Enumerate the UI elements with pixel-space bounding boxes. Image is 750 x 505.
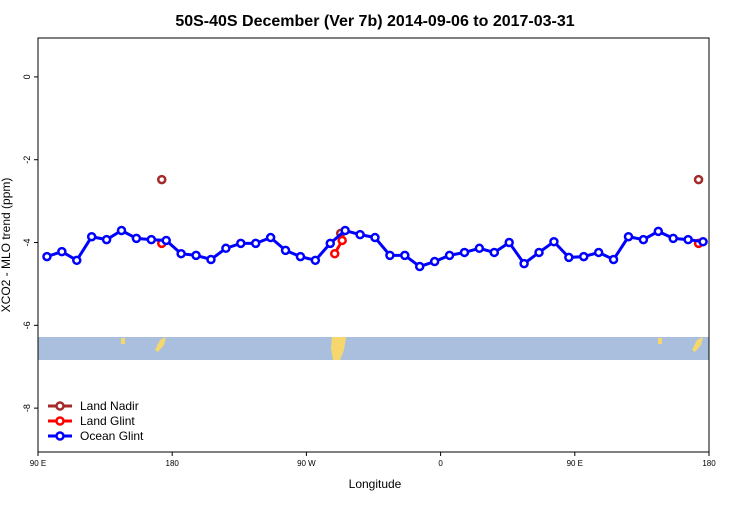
data-point	[489, 247, 500, 258]
data-point	[519, 258, 529, 269]
data-point	[504, 237, 514, 248]
map-strip	[38, 337, 709, 360]
legend-marker	[55, 431, 65, 441]
x-tick-label: 180	[702, 459, 716, 468]
y-tick-label: -6	[22, 321, 32, 329]
data-point	[236, 238, 246, 249]
data-point	[280, 245, 291, 256]
data-point	[623, 231, 634, 242]
y-tick-label: -8	[22, 404, 32, 412]
data-point	[161, 235, 171, 246]
data-point	[337, 235, 347, 246]
data-point	[638, 234, 649, 245]
data-point	[86, 231, 97, 242]
data-point	[157, 174, 167, 185]
data-point	[72, 255, 82, 266]
data-point	[400, 250, 410, 261]
data-point	[578, 251, 589, 262]
data-point	[668, 233, 678, 244]
data-point	[206, 254, 216, 265]
data-point	[593, 247, 604, 258]
data-point	[101, 234, 112, 245]
data-point	[370, 232, 380, 243]
data-point	[459, 247, 470, 258]
data-point	[340, 225, 350, 236]
chart-title: 50S-40S December (Ver 7b) 2014-09-06 to …	[175, 13, 574, 30]
data-point	[444, 250, 455, 261]
data-point	[429, 256, 440, 267]
legend-marker	[55, 401, 65, 411]
legend-marker	[55, 416, 65, 426]
data-point	[385, 250, 395, 261]
y-tick-label: -2	[22, 156, 32, 164]
data-point	[608, 254, 619, 265]
legend-label: Land Glint	[80, 414, 135, 428]
data-point	[116, 225, 127, 236]
data-point	[146, 234, 157, 245]
x-tick-label: 0	[438, 459, 443, 468]
data-point	[474, 243, 485, 254]
data-point	[549, 236, 559, 247]
data-point	[355, 229, 365, 240]
y-tick-label: 0	[22, 74, 32, 79]
x-tick-label: 90 W	[297, 459, 316, 468]
data-point	[698, 236, 708, 247]
data-point	[310, 255, 321, 266]
x-axis-label: Longitude	[349, 477, 402, 491]
y-tick-label: -4	[22, 239, 32, 247]
data-point	[176, 248, 186, 259]
data-point	[564, 252, 574, 263]
legend-label: Ocean Glint	[80, 429, 144, 443]
data-point	[57, 246, 67, 257]
y-axis-label: XCO2 - MLO trend (ppm)	[0, 178, 13, 313]
plot-frame	[37, 37, 710, 453]
data-point	[295, 251, 306, 262]
x-tick-label: 90 E	[30, 459, 46, 468]
data-point	[42, 251, 52, 262]
data-point	[534, 247, 544, 258]
data-point	[265, 232, 276, 243]
data-point	[131, 233, 142, 244]
legend-label: Land Nadir	[80, 399, 139, 413]
data-point	[325, 238, 336, 249]
data-point	[221, 243, 231, 254]
x-tick-label: 180	[166, 459, 180, 468]
data-point	[683, 234, 693, 245]
data-point	[693, 174, 704, 185]
data-point	[250, 238, 261, 249]
data-point	[329, 248, 340, 259]
data-point	[653, 226, 664, 237]
x-tick-label: 90 E	[567, 459, 583, 468]
data-point	[414, 261, 425, 272]
data-point	[191, 250, 201, 261]
